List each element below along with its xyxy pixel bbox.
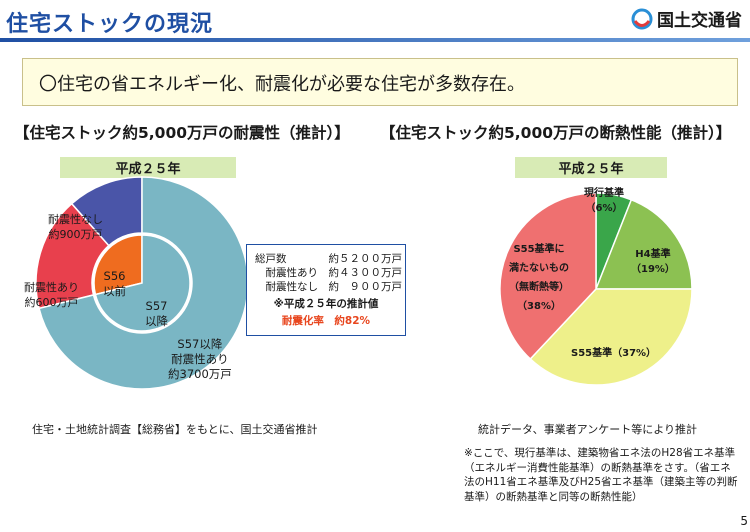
label-line: 耐震性なし bbox=[48, 213, 103, 226]
label-line: （38%） bbox=[517, 301, 561, 312]
totals-row: 耐震性あり 約４３００万戸 bbox=[255, 267, 402, 279]
totals-row: 耐震性なし 約 ９００万戸 bbox=[255, 281, 402, 293]
label-line: 耐震性あり bbox=[24, 281, 79, 294]
right-chart-heading: 【住宅ストック約5,000万戸の断熱性能（推計）】 bbox=[380, 124, 732, 142]
inner-s57-label: S57 以降 bbox=[145, 299, 168, 329]
yellow-slice-label: S55基準（37%） bbox=[571, 346, 656, 361]
page-number: 5 bbox=[740, 514, 748, 528]
label-line: H4基準 bbox=[635, 249, 671, 260]
label-line: 満たないもの bbox=[509, 263, 569, 274]
page-title: 住宅ストックの現況 bbox=[6, 12, 214, 37]
totals-box: 総戸数 約５２００万戸 耐震性あり 約４３００万戸 耐震性なし 約 ９００万戸 … bbox=[246, 244, 406, 336]
logo-text: 国土交通省 bbox=[657, 11, 742, 31]
mlit-emblem-icon bbox=[631, 8, 653, 29]
footnote: ※ここで、現行基準は、建築物省エネ法のH28省エネ基準（エネルギー消費性能基準）… bbox=[464, 446, 740, 504]
label-line: 以前 bbox=[103, 284, 126, 298]
label-line: S56 bbox=[103, 269, 126, 283]
outer-blue-label: 耐震性あり 約600万戸 bbox=[24, 280, 79, 310]
seismic-donut-chart bbox=[35, 176, 249, 390]
title-underline bbox=[0, 38, 750, 42]
totals-row: 総戸数 約５２００万戸 bbox=[255, 253, 402, 265]
green-slice-label: 現行基準 （6%） bbox=[584, 186, 624, 216]
label-line: 約600万戸 bbox=[24, 296, 79, 309]
summary-statement: 〇住宅の省エネルギー化、耐震化が必要な住宅が多数存在。 bbox=[22, 58, 738, 106]
label-line: （19%） bbox=[631, 264, 675, 275]
footnote-mark: ※ bbox=[464, 447, 473, 459]
label-line: （6%） bbox=[585, 203, 623, 214]
pie-slice-4 bbox=[499, 192, 597, 361]
inner-slice-1 bbox=[93, 234, 143, 296]
label-line: S55基準に bbox=[513, 244, 565, 255]
label-line: S57 bbox=[145, 299, 168, 313]
inner-slice-2 bbox=[94, 234, 191, 332]
left-year-box: 平成２５年 bbox=[60, 157, 236, 178]
ministry-logo: 国土交通省 bbox=[631, 6, 742, 31]
label-line: 現行基準 bbox=[584, 188, 624, 199]
left-source-note: 住宅・土地統計調査【総務省】をもとに、国土交通省推計 bbox=[32, 423, 318, 436]
label-line: 以降 bbox=[145, 314, 168, 328]
label-line: 約3700万戸 bbox=[168, 367, 232, 381]
right-source-note: 統計データ、事業者アンケート等により推計 bbox=[478, 423, 698, 436]
header: 住宅ストックの現況 国土交通省 bbox=[0, 0, 750, 44]
outer-red-label: 耐震性なし 約900万戸 bbox=[48, 212, 103, 242]
lightgreen-slice-label: H4基準 （19%） bbox=[631, 247, 675, 277]
estimate-note: ※平成２５年の推計値 bbox=[273, 298, 379, 310]
seismic-rate: 耐震化率 約82% bbox=[281, 315, 371, 327]
pie-slice-3 bbox=[529, 288, 693, 386]
left-chart-heading: 【住宅ストック約5,000万戸の耐震性（推計）】 bbox=[14, 124, 350, 142]
outer-teal-label: S57以降 耐震性あり 約3700万戸 bbox=[168, 337, 232, 382]
outer-slice-3 bbox=[38, 176, 249, 390]
label-line: S57以降 bbox=[177, 337, 223, 351]
label-line: （無断熱等） bbox=[509, 282, 569, 293]
insulation-pie-chart bbox=[499, 192, 693, 386]
pie-slice-2 bbox=[594, 198, 693, 290]
right-year-box: 平成２５年 bbox=[515, 157, 667, 178]
pink-slice-label: S55基準に 満たないもの （無断熱等） （38%） bbox=[509, 240, 569, 316]
footnote-text: ここで、現行基準は、建築物省エネ法のH28省エネ基準（エネルギー消費性能基準）の… bbox=[464, 447, 738, 503]
label-line: 約900万戸 bbox=[48, 228, 103, 241]
label-line: 耐震性あり bbox=[171, 352, 229, 366]
label-line: S55基準（37%） bbox=[571, 348, 657, 359]
inner-s56-label: S56 以前 bbox=[103, 269, 126, 299]
summary-text: 〇住宅の省エネルギー化、耐震化が必要な住宅が多数存在。 bbox=[39, 74, 525, 95]
